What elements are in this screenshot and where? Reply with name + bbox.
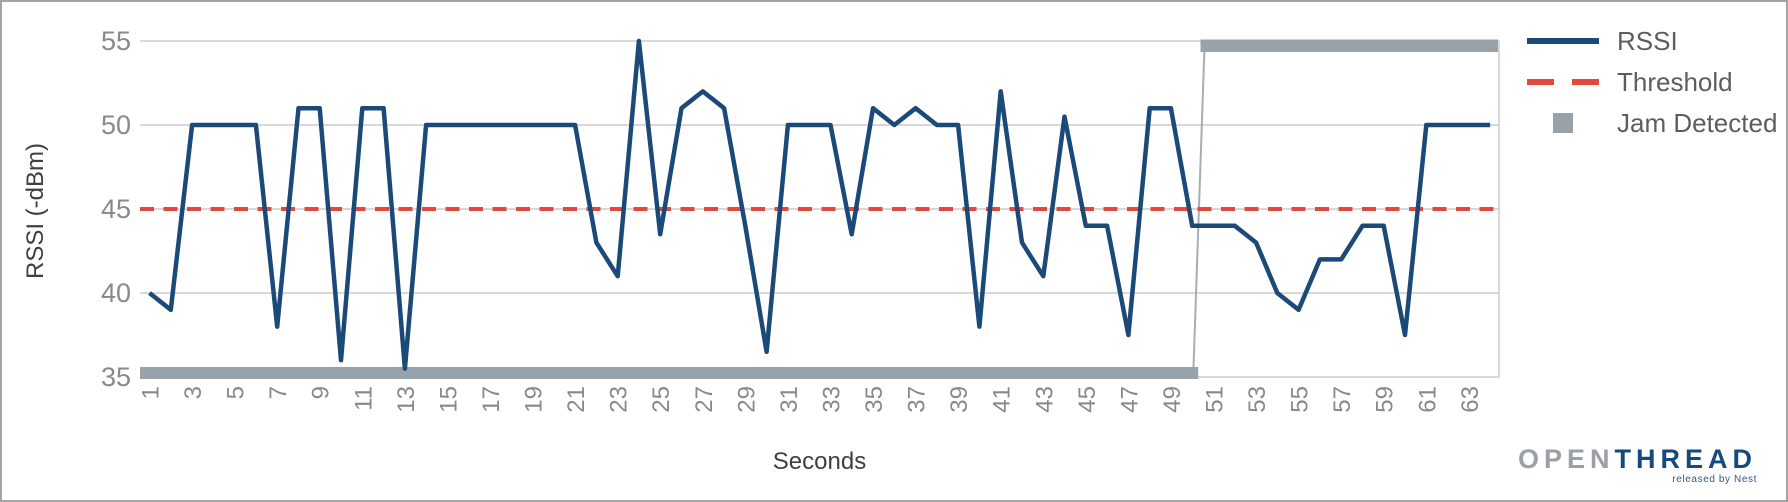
jam-on-bar — [1200, 39, 1498, 52]
x-tick-label: 9 — [308, 386, 335, 399]
x-tick-label: 7 — [265, 386, 292, 399]
openthread-logo-tagline: released by Nest — [1672, 474, 1757, 485]
x-tick-label: 5 — [223, 386, 250, 399]
x-tick-label: 35 — [861, 386, 888, 413]
chart-legend: RSSI Threshold Jam Detected — [1527, 26, 1777, 149]
x-tick-label: 63 — [1457, 386, 1484, 413]
y-tick-label: 55 — [101, 26, 131, 56]
legend-label: RSSI — [1617, 25, 1678, 56]
rssi-line-swatch-icon — [1527, 26, 1599, 56]
x-tick-label: 33 — [818, 386, 845, 413]
x-tick-label: 1 — [138, 386, 165, 399]
x-tick-label: 41 — [989, 386, 1016, 413]
x-tick-label: 53 — [1244, 386, 1271, 413]
threshold-dash-swatch-icon — [1527, 67, 1599, 97]
x-tick-label: 43 — [1031, 386, 1058, 413]
x-tick-label: 57 — [1329, 386, 1356, 413]
x-tick-label: 29 — [733, 386, 760, 413]
x-tick-label: 15 — [435, 386, 462, 413]
x-tick-label: 23 — [606, 386, 633, 413]
legend-item-threshold: Threshold — [1527, 67, 1777, 97]
y-tick-label: 50 — [101, 110, 131, 140]
jam-off-bar — [140, 367, 1199, 379]
x-tick-label: 27 — [691, 386, 718, 413]
x-tick-label: 39 — [946, 386, 973, 413]
legend-label: Jam Detected — [1617, 107, 1778, 138]
x-tick-label: 19 — [521, 386, 548, 413]
x-tick-label: 13 — [393, 386, 420, 413]
x-tick-label: 37 — [904, 386, 931, 413]
y-tick-label: 40 — [101, 278, 131, 308]
x-tick-label: 51 — [1202, 386, 1229, 413]
openthread-logo: OPENTHREAD released by Nest — [1517, 444, 1757, 486]
x-tick-label: 21 — [563, 386, 590, 413]
x-axis-title: Seconds — [772, 448, 867, 475]
x-tick-label: 55 — [1287, 386, 1314, 413]
x-tick-label: 47 — [1116, 386, 1143, 413]
y-tick-label: 35 — [101, 362, 131, 392]
legend-item-rssi: RSSI — [1527, 26, 1777, 56]
x-tick-label: 17 — [478, 386, 505, 413]
y-axis-title: RSSI (-dBm) — [22, 143, 49, 280]
x-tick-label: 3 — [180, 386, 207, 399]
x-tick-label: 31 — [776, 386, 803, 413]
x-tick-label: 59 — [1372, 386, 1399, 413]
legend-item-jam-detected: Jam Detected — [1527, 108, 1777, 138]
openthread-logo-wordmark: OPENTHREAD — [1517, 444, 1757, 474]
x-tick-label: 49 — [1159, 386, 1186, 413]
legend-label: Threshold — [1617, 66, 1733, 97]
y-tick-label: 45 — [101, 194, 131, 224]
x-tick-label: 11 — [350, 386, 377, 411]
jam-square-swatch-icon — [1527, 108, 1599, 138]
x-tick-label: 61 — [1414, 386, 1441, 413]
rssi-line — [148, 38, 1491, 371]
x-tick-label: 45 — [1074, 386, 1101, 413]
x-tick-label: 25 — [648, 386, 675, 413]
